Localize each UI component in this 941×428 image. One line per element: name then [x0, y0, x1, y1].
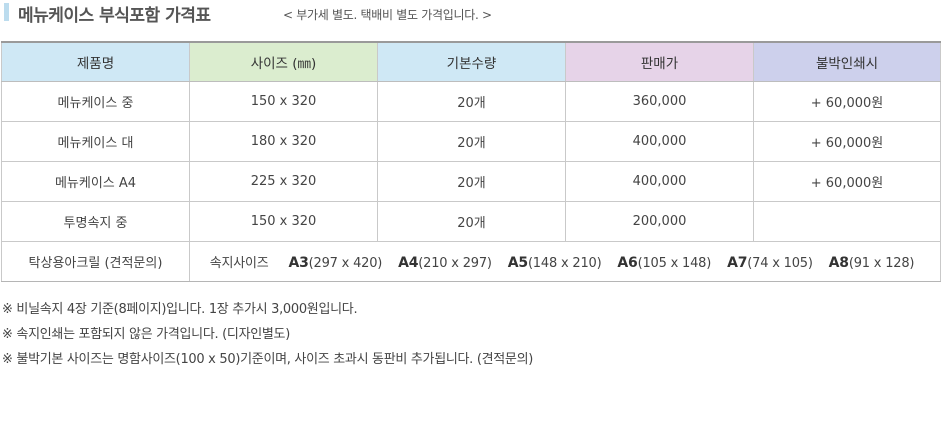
- price-table: 제품명 사이즈 (㎜) 기본수량 판매가 불박인쇄시 메뉴케이스 중 150 x…: [1, 41, 941, 282]
- table-header-row: 제품명 사이즈 (㎜) 기본수량 판매가 불박인쇄시: [1, 41, 941, 82]
- cell-foil-price: + 60,000원: [753, 121, 941, 162]
- insert-size-a3: A3(297 x 420): [288, 255, 383, 271]
- size-name: A7: [727, 255, 748, 271]
- insert-size-a8: A8(91 x 128): [828, 255, 915, 271]
- cell-product-name: 메뉴케이스 대: [1, 121, 190, 162]
- size-dims: (148 x 210): [527, 256, 602, 271]
- size-dims: (210 x 297): [418, 256, 492, 271]
- cell-price: 360,000: [565, 81, 754, 122]
- size-dims: (105 x 148): [637, 256, 712, 271]
- size-dims: (74 x 105): [747, 256, 813, 271]
- insert-size-a7: A7(74 x 105): [727, 255, 813, 271]
- page-title: 메뉴케이스 부식포함 가격표: [18, 6, 211, 26]
- header-base-quantity: 기본수량: [377, 41, 566, 82]
- header-product-name: 제품명: [1, 41, 190, 82]
- page-subtitle: < 부가세 별도. 택배비 별도 가격입니다. >: [283, 8, 492, 22]
- cell-price: 200,000: [565, 201, 754, 242]
- cell-product-name: 메뉴케이스 중: [1, 81, 190, 122]
- size-name: A5: [507, 255, 528, 271]
- cell-foil-price: [753, 201, 941, 242]
- table-row: 투명속지 중 150 x 320 20개 200,000: [1, 201, 941, 242]
- insert-sizes-cell: 속지사이즈 A3(297 x 420) A4(210 x 297) A5(148…: [189, 241, 941, 282]
- size-name: A8: [828, 255, 849, 271]
- title-bar: 메뉴케이스 부식포함 가격표 < 부가세 별도. 택배비 별도 가격입니다. >: [0, 0, 941, 26]
- size-name: A4: [398, 255, 419, 271]
- table-row: 메뉴케이스 대 180 x 320 20개 400,000 + 60,000원: [1, 121, 941, 162]
- cell-quantity: 20개: [377, 201, 566, 242]
- insert-size-a4: A4(210 x 297): [398, 255, 492, 271]
- size-dims: (297 x 420): [308, 256, 383, 271]
- note-vinyl-inserts: ※ 비닐속지 4장 기준(8페이지)입니다. 1장 추가시 3,000원입니다.: [2, 302, 358, 317]
- cell-product-name: 탁상용아크릴 (견적문의): [1, 241, 190, 282]
- cell-quantity: 20개: [377, 81, 566, 122]
- table-row: 메뉴케이스 중 150 x 320 20개 360,000 + 60,000원: [1, 81, 941, 122]
- insert-size-a6: A6(105 x 148): [617, 255, 712, 271]
- cell-quantity: 20개: [377, 161, 566, 202]
- title-accent-bar: [4, 3, 9, 21]
- cell-size: 225 x 320: [189, 161, 378, 202]
- cell-price: 400,000: [565, 121, 754, 162]
- insert-size-a5: A5(148 x 210): [507, 255, 602, 271]
- header-size: 사이즈 (㎜): [189, 41, 378, 82]
- size-name: A6: [617, 255, 638, 271]
- cell-size: 150 x 320: [189, 201, 378, 242]
- cell-foil-price: + 60,000원: [753, 161, 941, 202]
- size-name: A3: [288, 255, 309, 271]
- cell-foil-price: + 60,000원: [753, 81, 941, 122]
- notes-section: ※ 비닐속지 4장 기준(8페이지)입니다. 1장 추가시 3,000원입니다.…: [2, 299, 533, 374]
- header-sale-price: 판매가: [565, 41, 754, 82]
- cell-size: 150 x 320: [189, 81, 378, 122]
- note-foil-size: ※ 불박기본 사이즈는 명함사이즈(100 x 50)기준이며, 사이즈 초과시…: [2, 352, 534, 367]
- table-row-acrylic: 탁상용아크릴 (견적문의) 속지사이즈 A3(297 x 420) A4(210…: [1, 241, 941, 282]
- insert-sizes-label: 속지사이즈: [209, 256, 269, 271]
- cell-price: 400,000: [565, 161, 754, 202]
- header-foil-print: 불박인쇄시: [753, 41, 941, 82]
- cell-product-name: 투명속지 중: [1, 201, 190, 242]
- cell-product-name: 메뉴케이스 A4: [1, 161, 190, 202]
- note-insert-printing: ※ 속지인쇄는 포함되지 않은 가격입니다. (디자인별도): [2, 327, 290, 342]
- cell-quantity: 20개: [377, 121, 566, 162]
- cell-size: 180 x 320: [189, 121, 378, 162]
- size-dims: (91 x 128): [848, 256, 915, 271]
- table-row: 메뉴케이스 A4 225 x 320 20개 400,000 + 60,000원: [1, 161, 941, 202]
